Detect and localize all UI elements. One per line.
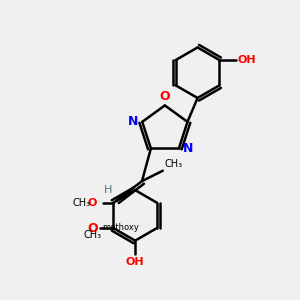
Text: CH₃: CH₃	[83, 230, 101, 240]
Text: N: N	[128, 115, 139, 128]
Text: O: O	[88, 198, 97, 208]
Text: OH: OH	[237, 55, 256, 65]
Text: CH₃: CH₃	[73, 198, 91, 208]
Text: methoxy: methoxy	[102, 223, 139, 232]
Text: O: O	[160, 90, 170, 103]
Text: CH₃: CH₃	[164, 159, 182, 169]
Text: N: N	[182, 142, 193, 155]
Text: O: O	[88, 221, 98, 235]
Text: OH: OH	[126, 257, 145, 267]
Text: H: H	[104, 185, 112, 195]
